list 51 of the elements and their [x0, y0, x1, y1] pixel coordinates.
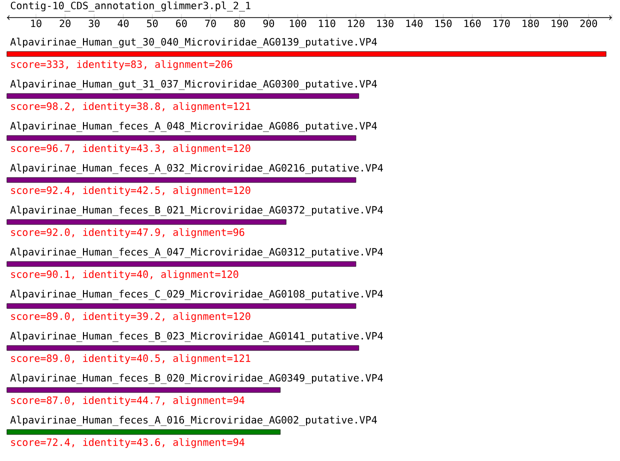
- y-tick-label: Alpavirinae_Human_gut_30_040_Microviridae_AG0139_putative.VP4: [10, 38, 377, 48]
- y-tick-label: Alpavirinae_Human_feces_C_029_Microviridae_AG0108_putative.VP4: [10, 290, 383, 300]
- x-tick-label: 130: [377, 20, 394, 28]
- x-tick-label: 160: [464, 20, 481, 28]
- x-tick-label: 170: [494, 20, 510, 28]
- bar: [6, 345, 360, 351]
- x-tick-label: 50: [147, 20, 158, 28]
- bar: [6, 387, 281, 393]
- data-label: score=72.4, identity=43.6, alignment=94: [11, 438, 244, 448]
- x-tick-label: 90: [263, 20, 274, 28]
- bar: [6, 303, 356, 309]
- bar: [6, 93, 360, 99]
- data-label: score=87.0, identity=44.7, alignment=94: [11, 396, 244, 406]
- x-tick-label: 60: [176, 20, 187, 28]
- data-label: score=90.1, identity=40, alignment=120: [11, 270, 238, 280]
- bar: [6, 261, 356, 267]
- y-tick-label: Alpavirinae_Human_gut_31_037_Microviridae_AG0300_putative.VP4: [10, 80, 377, 90]
- x-tick-label: 40: [118, 20, 129, 28]
- y-tick-label: Alpavirinae_Human_feces_A_016_Microviridae_AG002_putative.VP4: [10, 416, 377, 426]
- bar: [6, 177, 356, 183]
- data-label: score=89.0, identity=39.2, alignment=120: [11, 312, 250, 322]
- data-label: score=98.2, identity=38.8, alignment=121: [11, 102, 250, 112]
- x-tick-label: 150: [435, 20, 452, 28]
- bar: [6, 135, 356, 141]
- data-label: score=92.4, identity=42.5, alignment=120: [11, 186, 250, 196]
- y-tick-label: Alpavirinae_Human_feces_B_021_Microviridae_AG0372_putative.VP4: [10, 206, 383, 216]
- x-tick-label: 190: [552, 20, 568, 28]
- y-tick-label: Alpavirinae_Human_feces_A_048_Microviridae_AG086_putative.VP4: [10, 122, 377, 132]
- x-tick-label: 180: [522, 20, 539, 28]
- y-tick-label: Alpavirinae_Human_feces_A_047_Microviridae_AG0312_putative.VP4: [10, 248, 383, 258]
- bar: [6, 219, 286, 225]
- chart-title: Contig-10_CDS_annotation_glimmer3.pl_2_1: [10, 1, 250, 12]
- y-tick-label: Alpavirinae_Human_feces_A_032_Microviridae_AG0216_putative.VP4: [10, 164, 383, 174]
- y-tick-label: Alpavirinae_Human_feces_B_020_Microviridae_AG0349_putative.VP4: [10, 374, 383, 384]
- bar: [6, 429, 281, 435]
- x-tick-label: 30: [88, 20, 100, 28]
- bar: [6, 51, 606, 57]
- data-label: score=96.7, identity=43.3, alignment=120: [11, 144, 250, 154]
- x-tick-label: 100: [290, 20, 306, 28]
- data-label: score=92.0, identity=47.9, alignment=96: [11, 228, 244, 238]
- data-label: score=89.0, identity=40.5, alignment=121: [11, 354, 250, 364]
- x-tick-label: 140: [406, 20, 422, 28]
- x-tick-label: 200: [580, 20, 598, 28]
- x-tick-label: 120: [348, 20, 364, 28]
- x-tick-label: 70: [205, 20, 216, 28]
- x-tick-label: 10: [31, 20, 42, 28]
- y-tick-label: Alpavirinae_Human_feces_B_023_Microviridae_AG0141_putative.VP4: [10, 332, 383, 342]
- data-label: score=333, identity=83, alignment=206: [11, 60, 232, 70]
- x-tick-label: 80: [234, 20, 245, 28]
- x-tick-label: 20: [60, 20, 70, 28]
- x-tick-label: 110: [319, 20, 336, 28]
